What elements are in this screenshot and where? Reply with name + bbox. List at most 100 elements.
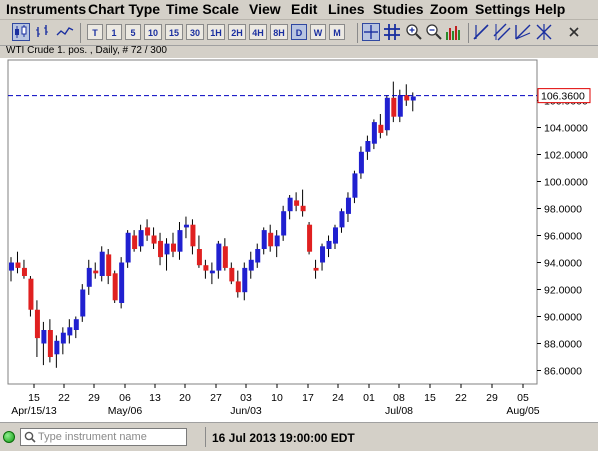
fibonacci-icon[interactable] <box>514 23 532 41</box>
candle <box>93 262 99 279</box>
menu-zoom[interactable]: Zoom <box>430 1 469 17</box>
candle-body-up <box>333 227 338 244</box>
candle-body-up <box>384 97 390 131</box>
cycle-lines-icon[interactable] <box>535 23 553 41</box>
connection-status-icon <box>3 431 15 443</box>
candle <box>261 227 267 255</box>
x-month-label: Jun/03 <box>230 405 262 417</box>
timeframe-button-5[interactable]: 5 <box>125 24 141 40</box>
x-month-label: Aug/05 <box>506 405 539 417</box>
menu-instruments[interactable]: Instruments <box>6 1 87 17</box>
candle-body-up <box>358 151 364 174</box>
y-tick-label: 100.0000 <box>544 177 588 189</box>
menu-studies[interactable]: Studies <box>373 1 424 17</box>
timeframe-button-d[interactable]: D <box>291 24 307 40</box>
candle-body-up <box>397 95 403 117</box>
candle <box>294 192 300 212</box>
candle-body-up <box>365 141 371 152</box>
candle-body-up <box>352 173 358 198</box>
erase-icon[interactable] <box>565 23 583 41</box>
candle-body-up <box>41 330 47 344</box>
candle <box>158 232 164 266</box>
candlestick-chart-icon[interactable] <box>12 23 30 41</box>
candle-body-up <box>255 249 261 263</box>
candle <box>274 230 280 258</box>
candle <box>248 251 254 279</box>
x-tick-label: 10 <box>271 392 283 404</box>
menu-help[interactable]: Help <box>535 1 566 17</box>
timeframe-button-1h[interactable]: 1H <box>207 24 225 40</box>
candle <box>183 216 189 239</box>
candle-body-down <box>203 265 209 271</box>
chart-area[interactable]: 86.0000 88.0000 90.0000 92.0000 94.0000 96.00… <box>0 58 598 422</box>
menu-settings[interactable]: Settings <box>475 1 531 17</box>
toolbar-separator <box>80 23 81 43</box>
candle-body-down <box>171 243 176 252</box>
candle <box>339 208 345 233</box>
trend-line-icon[interactable] <box>472 23 490 41</box>
candle-body-up <box>281 211 287 236</box>
candle <box>41 321 47 366</box>
volume-bars-icon[interactable] <box>445 23 463 41</box>
instrument-search-box[interactable] <box>20 428 187 446</box>
timeframe-button-w[interactable]: W <box>310 24 326 40</box>
status-separator <box>205 427 206 447</box>
candle-body-up <box>242 267 248 293</box>
bar-chart-icon[interactable] <box>34 23 52 41</box>
candle-body-up <box>287 197 293 212</box>
last-price-label: 106.3600 <box>541 91 585 103</box>
timeframe-button-m[interactable]: M <box>329 24 345 40</box>
y-tick-label: 86.0000 <box>544 366 582 378</box>
candle <box>222 238 228 271</box>
candle <box>125 230 131 268</box>
timeframe-button-10[interactable]: 10 <box>144 24 162 40</box>
timeframe-button-8h[interactable]: 8H <box>270 24 288 40</box>
candle <box>54 335 60 368</box>
x-tick-label: 01 <box>363 392 375 404</box>
candle <box>138 224 144 252</box>
candle-body-up <box>99 251 105 276</box>
menu-edit[interactable]: Edit <box>291 1 318 17</box>
timeframe-button-4h[interactable]: 4H <box>249 24 267 40</box>
zoom-in-icon[interactable] <box>405 23 423 41</box>
instrument-search-input[interactable] <box>38 430 183 444</box>
menu-time-scale[interactable]: Time Scale <box>166 1 239 17</box>
x-tick-label: 22 <box>455 392 467 404</box>
menu-lines[interactable]: Lines <box>328 1 365 17</box>
timeframe-button-30[interactable]: 30 <box>186 24 204 40</box>
candle-body-down <box>268 232 274 247</box>
crosshair-icon[interactable] <box>362 23 380 41</box>
candle <box>365 135 371 160</box>
timeframe-button-2h[interactable]: 2H <box>228 24 246 40</box>
zoom-out-icon[interactable] <box>425 23 443 41</box>
timeframe-button-1[interactable]: 1 <box>106 24 122 40</box>
candle <box>106 249 112 285</box>
candle <box>281 205 287 241</box>
candle-body-up <box>73 319 79 330</box>
candlestick-chart[interactable]: 86.0000 88.0000 90.0000 92.0000 94.0000 96.00… <box>0 58 598 422</box>
candle-body-down <box>21 267 27 276</box>
candle-body-up <box>326 240 332 249</box>
candle <box>151 227 157 249</box>
candle-body-down <box>151 235 157 244</box>
grid-icon[interactable] <box>383 23 401 41</box>
line-chart-icon[interactable] <box>56 23 74 41</box>
channel-icon[interactable] <box>493 23 511 41</box>
candle <box>378 114 384 139</box>
candle <box>99 246 105 282</box>
candle <box>86 259 92 295</box>
candle <box>371 119 377 150</box>
candle <box>171 232 176 258</box>
x-tick-label: 17 <box>302 392 314 404</box>
candle <box>242 262 248 301</box>
status-datetime: 16 Jul 2013 19:00:00 EDT <box>212 431 355 445</box>
candle <box>60 327 66 355</box>
candle-body-up <box>320 246 326 263</box>
timeframe-button-15[interactable]: 15 <box>165 24 183 40</box>
menu-chart-type[interactable]: Chart Type <box>88 1 161 17</box>
search-icon <box>24 431 36 443</box>
menu-view[interactable]: View <box>249 1 281 17</box>
x-month-label: May/06 <box>108 405 143 417</box>
candle <box>326 235 332 258</box>
timeframe-button-t[interactable]: T <box>87 24 103 40</box>
